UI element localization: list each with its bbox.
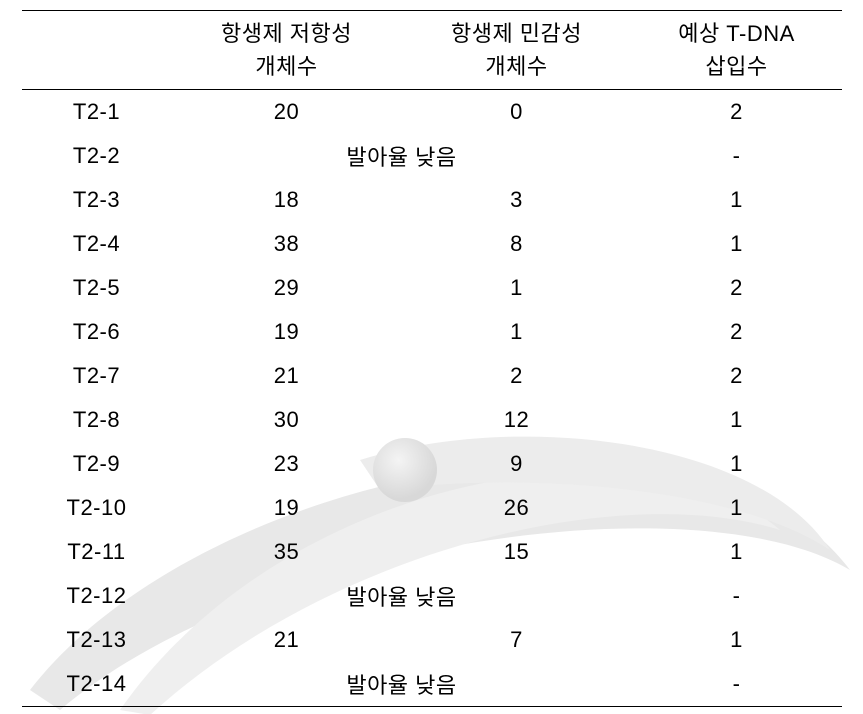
table-row: T2-1019261 [22, 486, 842, 530]
table-row: T2-52912 [22, 266, 842, 310]
cell-id: T2-11 [22, 530, 172, 574]
table-row: T2-92391 [22, 442, 842, 486]
cell-sensitive: 1 [402, 266, 632, 310]
cell-id: T2-7 [22, 354, 172, 398]
cell-resistant: 21 [172, 618, 402, 662]
cell-tdna: 1 [632, 486, 842, 530]
cell-id: T2-1 [22, 90, 172, 135]
cell-sensitive: 15 [402, 530, 632, 574]
table-row: T2-72122 [22, 354, 842, 398]
cell-resistant: 35 [172, 530, 402, 574]
cell-id: T2-6 [22, 310, 172, 354]
header-tdna: 예상 T-DNA삽입수 [632, 11, 842, 90]
cell-id: T2-10 [22, 486, 172, 530]
table-row: T2-132171 [22, 618, 842, 662]
cell-id: T2-4 [22, 222, 172, 266]
header-sensitive: 항생제 민감성개체수 [402, 11, 632, 90]
cell-sensitive: 9 [402, 442, 632, 486]
cell-sensitive: 12 [402, 398, 632, 442]
cell-sensitive: 1 [402, 310, 632, 354]
cell-id: T2-8 [22, 398, 172, 442]
table-row: T2-12002 [22, 90, 842, 135]
cell-id: T2-3 [22, 178, 172, 222]
cell-resistant: 29 [172, 266, 402, 310]
cell-tdna: 1 [632, 442, 842, 486]
cell-resistant: 20 [172, 90, 402, 135]
cell-id: T2-5 [22, 266, 172, 310]
cell-resistant: 23 [172, 442, 402, 486]
cell-tdna: - [632, 134, 842, 178]
cell-low-germination: 발아율 낮음 [172, 662, 632, 707]
table-row: T2-1135151 [22, 530, 842, 574]
cell-tdna: 2 [632, 90, 842, 135]
cell-id: T2-13 [22, 618, 172, 662]
cell-tdna: 2 [632, 266, 842, 310]
table-body: T2-12002T2-2발아율 낮음-T2-31831T2-43881T2-52… [22, 90, 842, 707]
cell-id: T2-12 [22, 574, 172, 618]
table-row: T2-14발아율 낮음- [22, 662, 842, 707]
cell-resistant: 30 [172, 398, 402, 442]
cell-resistant: 38 [172, 222, 402, 266]
header-id [22, 11, 172, 90]
header-row: 항생제 저항성개체수 항생제 민감성개체수 예상 T-DNA삽입수 [22, 11, 842, 90]
cell-tdna: 1 [632, 178, 842, 222]
cell-sensitive: 2 [402, 354, 632, 398]
table-row: T2-2발아율 낮음- [22, 134, 842, 178]
cell-id: T2-14 [22, 662, 172, 707]
cell-tdna: 1 [632, 530, 842, 574]
cell-sensitive: 26 [402, 486, 632, 530]
table-row: T2-12발아율 낮음- [22, 574, 842, 618]
cell-tdna: - [632, 662, 842, 707]
cell-resistant: 18 [172, 178, 402, 222]
table-row: T2-830121 [22, 398, 842, 442]
cell-tdna: - [632, 574, 842, 618]
cell-resistant: 19 [172, 310, 402, 354]
cell-tdna: 1 [632, 618, 842, 662]
cell-tdna: 2 [632, 354, 842, 398]
table-row: T2-43881 [22, 222, 842, 266]
cell-resistant: 21 [172, 354, 402, 398]
cell-sensitive: 8 [402, 222, 632, 266]
cell-tdna: 1 [632, 398, 842, 442]
cell-low-germination: 발아율 낮음 [172, 134, 632, 178]
cell-id: T2-2 [22, 134, 172, 178]
cell-resistant: 19 [172, 486, 402, 530]
cell-id: T2-9 [22, 442, 172, 486]
cell-sensitive: 3 [402, 178, 632, 222]
cell-sensitive: 0 [402, 90, 632, 135]
cell-low-germination: 발아율 낮음 [172, 574, 632, 618]
cell-sensitive: 7 [402, 618, 632, 662]
table-row: T2-31831 [22, 178, 842, 222]
header-resistant: 항생제 저항성개체수 [172, 11, 402, 90]
table-row: T2-61912 [22, 310, 842, 354]
data-table: 항생제 저항성개체수 항생제 민감성개체수 예상 T-DNA삽입수 T2-120… [22, 10, 842, 707]
cell-tdna: 2 [632, 310, 842, 354]
cell-tdna: 1 [632, 222, 842, 266]
